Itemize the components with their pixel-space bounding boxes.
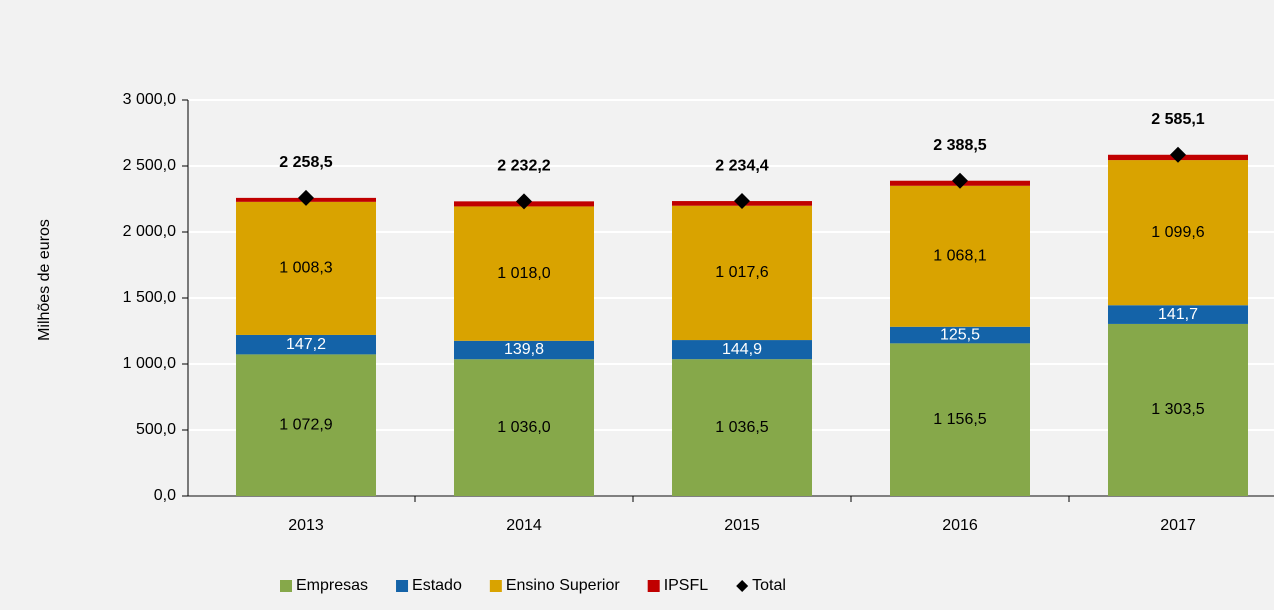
bar-segment — [890, 343, 1030, 496]
data-label: 125,5 — [940, 326, 980, 343]
data-label: 1 072,9 — [279, 416, 332, 433]
bar-segment — [1108, 305, 1248, 324]
bar-segment — [454, 359, 594, 496]
data-label: 139,8 — [504, 341, 544, 358]
legend-label: IPSFL — [664, 577, 709, 594]
total-label: 2 585,1 — [1151, 111, 1204, 128]
total-label: 2 234,4 — [715, 157, 768, 174]
bar-segment — [1108, 160, 1248, 306]
data-label: 1 018,0 — [497, 265, 550, 282]
y-tick-label: 1 000,0 — [123, 355, 176, 372]
legend-swatch — [489, 580, 502, 592]
data-label: 1 156,5 — [933, 411, 986, 428]
total-marker — [734, 193, 750, 210]
total-marker — [516, 193, 532, 210]
total-marker — [952, 172, 968, 189]
data-label: 1 008,3 — [279, 260, 332, 277]
legend-swatch — [280, 580, 292, 592]
data-label: 1 017,6 — [715, 264, 768, 281]
data-label: 1 036,0 — [497, 419, 550, 436]
legend-label: Total — [752, 577, 786, 594]
legend-marker — [736, 580, 749, 592]
bar-segment — [890, 326, 1030, 344]
data-label: 141,7 — [1158, 306, 1198, 323]
data-label: 144,9 — [722, 341, 762, 358]
data-label: 1 036,5 — [715, 419, 768, 436]
y-tick-label: 500,0 — [136, 421, 176, 438]
y-axis-label: Milhões de euros — [36, 219, 53, 341]
total-label: 2 388,5 — [933, 137, 986, 154]
x-tick-label: 2017 — [1160, 517, 1196, 534]
data-label: 1 303,5 — [1151, 401, 1204, 418]
bar-segment — [236, 354, 376, 496]
legend-label: Ensino Superior — [506, 577, 621, 594]
y-tick-label: 1 500,0 — [123, 289, 176, 306]
total-label: 2 258,5 — [279, 154, 332, 171]
bar-segment — [672, 205, 812, 341]
y-tick-label: 2 500,0 — [123, 157, 176, 174]
bar-segment — [672, 340, 812, 360]
data-label: 1 068,1 — [933, 248, 986, 265]
x-tick-label: 2014 — [506, 517, 542, 534]
y-tick-label: 3 000,0 — [123, 91, 176, 108]
data-label: 147,2 — [286, 336, 326, 353]
data-label: 1 099,6 — [1151, 224, 1204, 241]
legend-swatch — [647, 580, 660, 592]
bar-segment — [454, 206, 594, 341]
x-tick-label: 2013 — [288, 517, 324, 534]
total-label: 2 232,2 — [497, 158, 550, 175]
total-marker — [298, 189, 314, 206]
legend-swatch — [396, 580, 409, 592]
bar-segment — [454, 340, 594, 360]
y-tick-label: 2 000,0 — [123, 223, 176, 240]
legend-label: Empresas — [296, 577, 368, 594]
x-tick-label: 2015 — [724, 517, 760, 534]
bar-segment — [890, 185, 1030, 327]
bar-segment — [1108, 323, 1248, 496]
legend-label: Estado — [412, 577, 462, 594]
total-marker — [1170, 146, 1186, 163]
bar-segment — [236, 201, 376, 335]
y-tick-label: 0,0 — [154, 487, 176, 504]
bar-segment — [236, 334, 376, 355]
bar-segment — [672, 359, 812, 496]
x-tick-label: 2016 — [942, 517, 978, 534]
